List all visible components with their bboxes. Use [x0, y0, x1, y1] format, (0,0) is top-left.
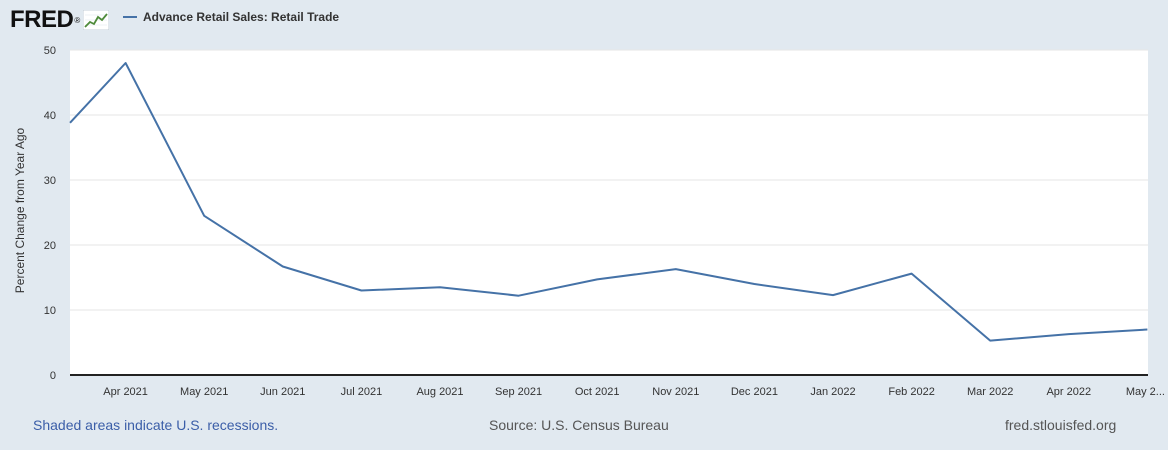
grid-lines	[70, 49, 1148, 311]
site-link[interactable]: fred.stlouisfed.org	[1005, 417, 1117, 433]
y-tick-label: 0	[50, 370, 56, 382]
y-tick-label: 40	[44, 110, 56, 122]
x-tick-label: Aug 2021	[416, 386, 463, 398]
series-line[interactable]	[69, 62, 1148, 342]
x-tick-label: Apr 2022	[1046, 386, 1091, 398]
y-tick-label: 20	[44, 240, 56, 252]
y-tick-label: 30	[44, 175, 56, 187]
fred-logo-registered-mark: ®	[74, 15, 81, 25]
x-axis-ticks: Apr 2021 May 2021 Jun 2021 Jul 2021 Aug 2021…	[103, 386, 1165, 398]
plot-area	[70, 50, 1148, 375]
fred-line-graph-icon	[83, 10, 110, 30]
x-tick-label: Apr 2021	[103, 386, 148, 398]
x-tick-label: May 2...	[1126, 386, 1165, 398]
x-tick-label: Jul 2021	[341, 386, 383, 398]
legend-series-label[interactable]: Advance Retail Sales: Retail Trade	[143, 10, 340, 24]
x-tick-label: Nov 2021	[652, 386, 699, 398]
x-tick-label: Jun 2021	[260, 386, 305, 398]
legend-swatch	[123, 16, 137, 18]
line-chart: 0 10 20 30 40 50 Apr 2021 May 2021 Jun 2021 Jul …	[13, 45, 1165, 398]
x-tick-label: May 2021	[180, 386, 228, 398]
chart-legend: Advance Retail Sales: Retail Trade	[123, 10, 339, 24]
fred-logo[interactable]: FRED	[10, 6, 74, 33]
x-tick-label: Mar 2022	[967, 386, 1013, 398]
x-tick-label: Jan 2022	[810, 386, 855, 398]
recessions-note[interactable]: Shaded areas indicate U.S. recessions.	[33, 417, 279, 433]
x-tick-label: Dec 2021	[731, 386, 778, 398]
fred-header: FRED ®	[10, 6, 110, 34]
x-tick-label: Sep 2021	[495, 386, 542, 398]
x-tick-label: Feb 2022	[888, 386, 934, 398]
y-tick-label: 50	[44, 45, 56, 57]
source-note: Source: U.S. Census Bureau	[489, 417, 669, 433]
x-tick-label: Oct 2021	[575, 386, 620, 398]
y-axis-title: Percent Change from Year Ago	[13, 127, 27, 293]
y-axis-ticks: 0 10 20 30 40 50	[44, 45, 56, 382]
y-tick-label: 10	[44, 305, 56, 317]
